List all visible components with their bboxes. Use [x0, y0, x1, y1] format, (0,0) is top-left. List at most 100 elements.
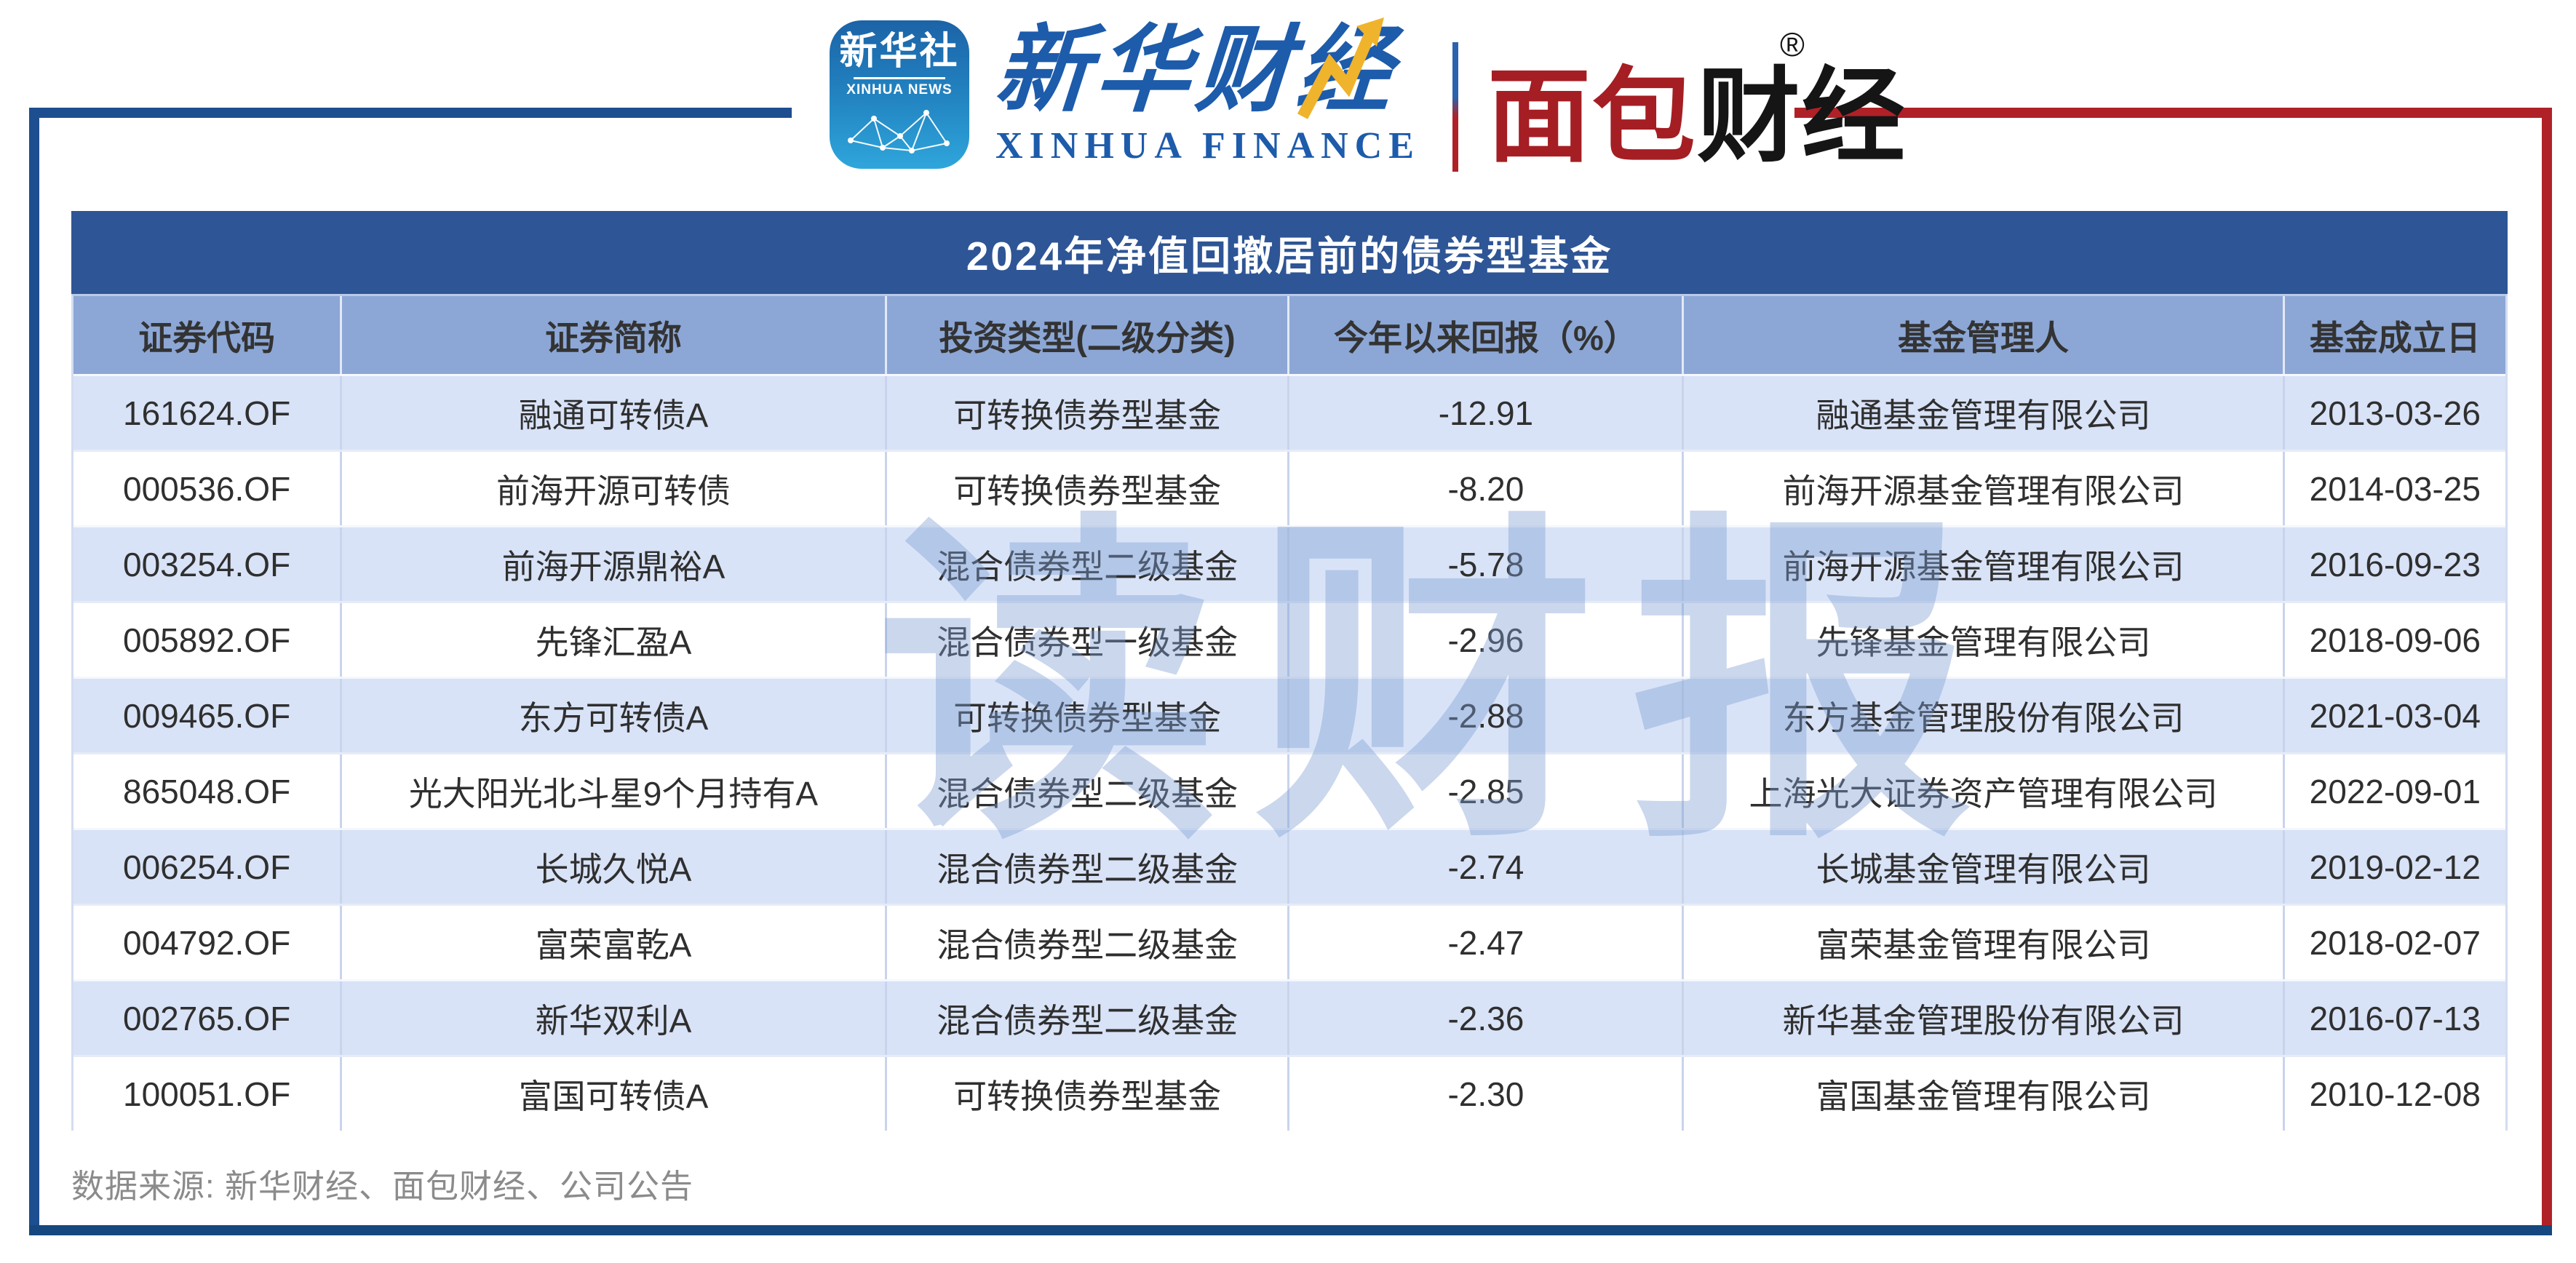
cell-ytd-return: -12.91	[1289, 376, 1685, 450]
column-header-manager: 基金管理人	[1684, 296, 2285, 374]
cell-ytd-return: -2.47	[1289, 906, 1685, 979]
table-header-row: 证券代码 证券简称 投资类型(二级分类) 今年以来回报（%） 基金管理人 基金成…	[71, 294, 2508, 374]
registered-mark-icon: ®	[1780, 25, 1806, 63]
table-row: 002765.OF 新华双利A 混合债券型二级基金 -2.36 新华基金管理股份…	[73, 979, 2505, 1055]
frame-top-right-line	[1794, 108, 2552, 118]
cell-fund-type: 混合债券型二级基金	[887, 906, 1290, 979]
table-body: 161624.OF 融通可转债A 可转换债券型基金 -12.91 融通基金管理有…	[71, 374, 2508, 1131]
xinhua-news-en-label: XINHUA NEWS	[846, 81, 953, 97]
table-row: 005892.OF 先锋汇盈A 混合债券型一级基金 -2.96 先锋基金管理有限…	[73, 601, 2505, 677]
cell-fund-type: 混合债券型二级基金	[887, 754, 1290, 828]
table-row: 865048.OF 光大阳光北斗星9个月持有A 混合债券型二级基金 -2.85 …	[73, 752, 2505, 828]
cell-fund-manager: 富荣基金管理有限公司	[1684, 906, 2285, 979]
cell-fund-name: 新华双利A	[342, 981, 887, 1055]
cell-ytd-return: -2.30	[1289, 1057, 1685, 1131]
cell-fund-name: 融通可转债A	[342, 376, 887, 450]
column-header-name: 证券简称	[342, 296, 887, 374]
xinhua-news-cn-label: 新华社	[839, 31, 960, 73]
cell-inception-date: 2016-09-23	[2309, 545, 2481, 583]
cell-fund-manager: 长城基金管理有限公司	[1684, 830, 2285, 904]
cell-fund-name: 前海开源鼎裕A	[342, 527, 887, 601]
frame-right-line	[2542, 108, 2552, 1235]
constellation-icon	[848, 109, 950, 154]
table-row: 006254.OF 长城久悦A 混合债券型二级基金 -2.74 长城基金管理有限…	[73, 828, 2505, 904]
cell-inception-date: 2018-02-07	[2309, 923, 2481, 962]
cell-fund-name: 光大阳光北斗星9个月持有A	[342, 754, 887, 828]
cell-fund-type: 混合债券型二级基金	[887, 830, 1290, 904]
cell-fund-type: 可转换债券型基金	[887, 679, 1290, 752]
cell-inception-date: 2018-09-06	[2309, 621, 2481, 659]
column-header-type: 投资类型(二级分类)	[887, 296, 1290, 374]
data-source-note: 数据来源: 新华财经、面包财经、公司公告	[71, 1168, 694, 1205]
frame-left-line	[29, 108, 39, 1235]
cell-ytd-return: -2.36	[1289, 981, 1685, 1055]
logo-strip: 新华社 XINHUA NEWS 新华财经 XINHUA	[830, 17, 1907, 177]
cell-fund-type: 混合债券型二级基金	[887, 981, 1290, 1055]
cell-fund-manager: 东方基金管理股份有限公司	[1684, 679, 2285, 752]
cell-fund-type: 可转换债券型基金	[887, 452, 1290, 525]
table-row: 009465.OF 东方可转债A 可转换债券型基金 -2.88 东方基金管理股份…	[73, 677, 2505, 752]
brand-divider-bar	[1452, 42, 1458, 172]
rising-arrow-icon	[1297, 17, 1384, 119]
cell-fund-name: 长城久悦A	[342, 830, 887, 904]
cell-inception-date: 2013-03-26	[2309, 394, 2481, 432]
cell-inception-date: 2016-07-13	[2309, 999, 2481, 1037]
column-header-code: 证券代码	[73, 296, 343, 374]
frame-top-left-line	[29, 108, 792, 118]
cell-inception-date: 2010-12-08	[2309, 1075, 2481, 1113]
cell-fund-name: 前海开源可转债	[342, 452, 887, 525]
cell-fund-name: 富荣富乾A	[342, 906, 887, 979]
xinhua-finance-en-label: XINHUA FINANCE	[995, 124, 1420, 167]
table-row: 004792.OF 富荣富乾A 混合债券型二级基金 -2.47 富荣基金管理有限…	[73, 904, 2505, 979]
table-row: 000536.OF 前海开源可转债 可转换债券型基金 -8.20 前海开源基金管…	[73, 450, 2505, 525]
column-header-return: 今年以来回报（%）	[1289, 296, 1685, 374]
cell-ytd-return: -2.96	[1289, 603, 1685, 677]
xinhua-news-logo: 新华社 XINHUA NEWS	[830, 20, 969, 169]
cell-inception-date: 2014-03-25	[2309, 469, 2481, 508]
table-row: 100051.OF 富国可转债A 可转换债券型基金 -2.30 富国基金管理有限…	[73, 1055, 2505, 1131]
cell-fund-type: 可转换债券型基金	[887, 1057, 1290, 1131]
cell-ytd-return: -2.88	[1289, 679, 1685, 752]
cell-fund-code: 003254.OF	[73, 527, 343, 601]
cell-fund-type: 可转换债券型基金	[887, 376, 1290, 450]
table-row: 161624.OF 融通可转债A 可转换债券型基金 -12.91 融通基金管理有…	[73, 374, 2505, 450]
cell-fund-manager: 前海开源基金管理有限公司	[1684, 527, 2285, 601]
cell-ytd-return: -8.20	[1289, 452, 1685, 525]
cell-fund-code: 004792.OF	[73, 906, 343, 979]
cell-fund-manager: 富国基金管理有限公司	[1684, 1057, 2285, 1131]
cell-fund-manager: 前海开源基金管理有限公司	[1684, 452, 2285, 525]
cell-fund-code: 100051.OF	[73, 1057, 343, 1131]
column-header-inception: 基金成立日	[2309, 319, 2481, 357]
cell-fund-manager: 新华基金管理股份有限公司	[1684, 981, 2285, 1055]
cell-fund-code: 002765.OF	[73, 981, 343, 1055]
cell-fund-name: 先锋汇盈A	[342, 603, 887, 677]
fund-drawdown-table: 2024年净值回撤居前的债券型基金 证券代码 证券简称 投资类型(二级分类) 今…	[71, 211, 2508, 1131]
mianbao-cn-part2: 财经	[1696, 59, 1907, 175]
cell-fund-manager: 融通基金管理有限公司	[1684, 376, 2285, 450]
cell-fund-code: 006254.OF	[73, 830, 343, 904]
cell-ytd-return: -2.85	[1289, 754, 1685, 828]
cell-inception-date: 2021-03-04	[2309, 696, 2481, 735]
cell-inception-date: 2019-02-12	[2309, 848, 2481, 886]
cell-fund-code: 161624.OF	[73, 376, 343, 450]
cell-fund-code: 000536.OF	[73, 452, 343, 525]
cell-fund-code: 865048.OF	[73, 754, 343, 828]
logo-divider-rule	[854, 76, 945, 79]
cell-ytd-return: -5.78	[1289, 527, 1685, 601]
mianbao-finance-logo: 面包财经 ®	[1487, 28, 1907, 169]
cell-fund-type: 混合债券型一级基金	[887, 603, 1290, 677]
cell-fund-name: 东方可转债A	[342, 679, 887, 752]
cell-fund-code: 009465.OF	[73, 679, 343, 752]
frame-bottom-line	[29, 1225, 2552, 1235]
cell-fund-manager: 上海光大证券资产管理有限公司	[1684, 754, 2285, 828]
cell-inception-date: 2022-09-01	[2309, 772, 2481, 810]
cell-fund-type: 混合债券型二级基金	[887, 527, 1290, 601]
xinhua-finance-logo: 新华财经 XINHUA FINANCE	[992, 17, 1420, 167]
cell-fund-manager: 先锋基金管理有限公司	[1684, 603, 2285, 677]
mianbao-cn-part1: 面包	[1487, 59, 1697, 175]
table-row: 003254.OF 前海开源鼎裕A 混合债券型二级基金 -5.78 前海开源基金…	[73, 525, 2505, 601]
cell-fund-code: 005892.OF	[73, 603, 343, 677]
cell-fund-name: 富国可转债A	[342, 1057, 887, 1131]
table-title: 2024年净值回撤居前的债券型基金	[71, 211, 2508, 294]
